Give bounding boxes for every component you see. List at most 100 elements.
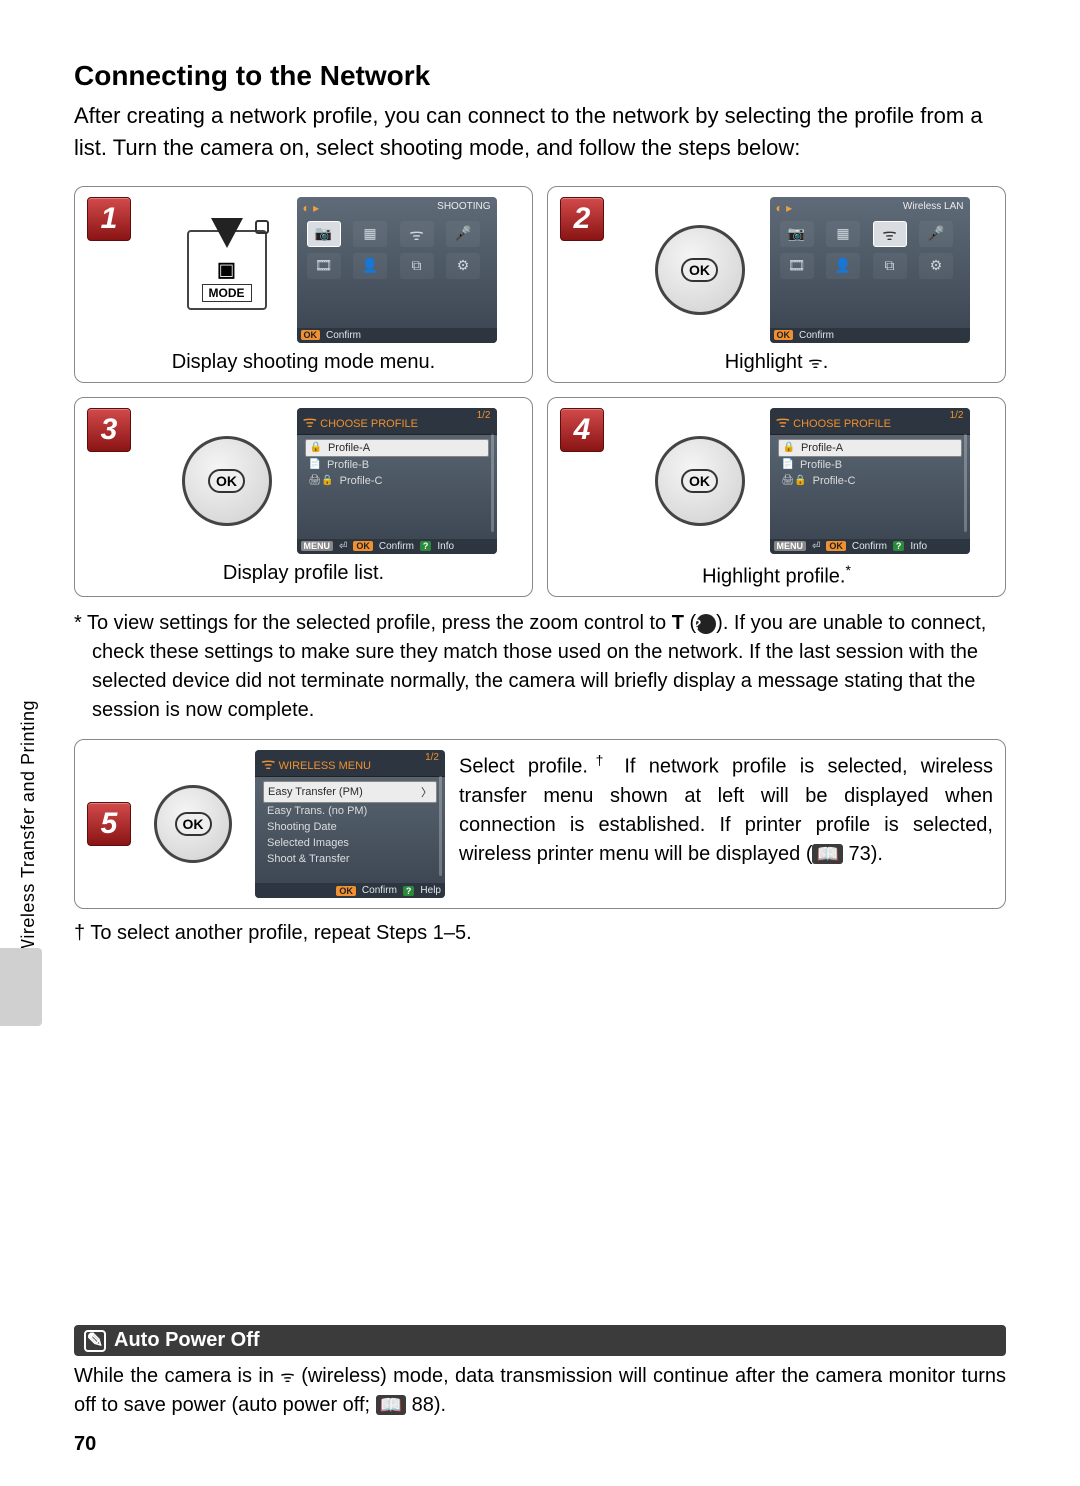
doc-icon: 📄 [309, 459, 321, 470]
mode-dial: ▣ MODE [167, 210, 287, 330]
help-label: Help [420, 885, 441, 896]
doc-icon: 📄 [782, 459, 794, 470]
shooting-icon-portrait: 👤 [353, 253, 387, 279]
back-icon: ⏎ [339, 541, 347, 552]
profile-item: 🔒Profile-A [778, 439, 962, 457]
intro-paragraph: After creating a network profile, you ca… [74, 100, 1006, 164]
tip-header: ✎ Auto Power Off [74, 1325, 1006, 1356]
wireless-menu-item: Easy Trans. (no PM) [263, 803, 437, 819]
page-ref-icon: 📖 [812, 844, 842, 864]
confirm-label: Confirm [852, 541, 887, 552]
question-icon: ? [696, 614, 716, 634]
lcd-screen-title: WIRELESS MENU [279, 760, 371, 772]
footnote-dagger: † To select another profile, repeat Step… [74, 919, 1006, 948]
profile-item: 🖨🔒Profile-C [778, 473, 962, 489]
wifi-icon: ᯤ [303, 414, 318, 431]
page-indicator: 1/2 [425, 752, 439, 774]
wifi-icon: ᯤ [776, 414, 791, 431]
shooting-icon-scene: ▦ [353, 221, 387, 247]
pencil-icon: ✎ [84, 1330, 106, 1352]
scrollbar [964, 434, 967, 532]
ok-badge: OK [353, 541, 373, 551]
ok-dial: OK [640, 210, 760, 330]
printer-lock-icon: 🖨🔒 [309, 475, 334, 486]
back-icon: ⏎ [812, 541, 820, 552]
footnote-star: * To view settings for the selected prof… [74, 609, 1006, 725]
step-5: 5 OK ᯤ WIRELESS MENU1/2 Easy Transfer (P… [74, 739, 1006, 909]
shooting-icon-movie: 🎞 [780, 253, 814, 279]
mode-label: MODE [202, 284, 252, 302]
profile-item: 🖨🔒Profile-C [305, 473, 489, 489]
wireless-menu-item: Shoot & Transfer [263, 851, 437, 867]
shooting-icon-portrait: 👤 [826, 253, 860, 279]
ok-dial: OK [167, 421, 287, 541]
shooting-icon-mic: 🎤 [919, 221, 953, 247]
help-badge: ? [403, 886, 415, 896]
shooting-icon-camera: 📷 [780, 221, 814, 247]
arrow-down-icon [211, 218, 243, 248]
lcd-bottom-bar: OK Confirm ? Help [255, 883, 445, 898]
page-ref-icon: 📖 [376, 1395, 406, 1415]
confirm-label: Confirm [362, 885, 397, 896]
ok-button-icon: OK [208, 469, 245, 493]
profile-item: 📄Profile-B [778, 457, 962, 473]
step-3-caption: Display profile list. [87, 562, 520, 585]
step-2: 2 OK ◐ ▸ Wireless LAN 📷 ▦ ᯤ 🎤 🎞 👤 ⧉ [547, 186, 1006, 383]
step-4-number: 4 [560, 408, 604, 452]
step-5-description: Select profile.† If network profile is s… [459, 750, 993, 869]
shooting-icon-settings: ⚙ [446, 253, 480, 279]
profile-item: 🔒Profile-A [305, 439, 489, 457]
page-title: Connecting to the Network [74, 60, 1006, 92]
wifi-icon: ᯤ [808, 355, 823, 372]
lcd-bottom-bar: OK Confirm [297, 328, 497, 343]
sidebar-label: Wireless Transfer and Printing [18, 700, 39, 956]
ok-badge: OK [774, 330, 794, 340]
confirm-label: Confirm [379, 541, 414, 552]
info-label: Info [910, 541, 927, 552]
lock-icon: 🔒 [783, 442, 795, 453]
lcd-shooting-menu: ◐ ▸ SHOOTING 📷 ▦ ᯤ 🎤 🎞 👤 ⧉ ⚙ OK C [297, 197, 497, 343]
shooting-icon-mic: 🎤 [446, 221, 480, 247]
menu-badge: MENU [301, 541, 334, 551]
ok-dial: OK [143, 774, 243, 874]
ok-button-icon: OK [681, 258, 718, 282]
lcd-bottom-bar: MENU ⏎ OK Confirm ? Info [297, 539, 497, 554]
shooting-icon-wifi: ᯤ [400, 221, 434, 247]
lcd-bottom-bar: MENU ⏎ OK Confirm ? Info [770, 539, 970, 554]
scrollbar [439, 776, 442, 876]
shooting-icon-compare: ⧉ [873, 253, 907, 279]
step-2-number: 2 [560, 197, 604, 241]
tip-section: ✎ Auto Power Off While the camera is in … [74, 1325, 1006, 1426]
wireless-menu-item: Easy Transfer (PM)〉 [263, 781, 437, 803]
lcd-screen-title: SHOOTING [437, 201, 490, 212]
menu-badge: MENU [774, 541, 807, 551]
chapter-tab [0, 948, 42, 1026]
step-1: 1 ▣ MODE ◐ ▸ SHOOTING 📷 ▦ [74, 186, 533, 383]
shooting-icon-movie: 🎞 [307, 253, 341, 279]
confirm-label: Confirm [799, 330, 834, 341]
ok-badge: OK [336, 886, 356, 896]
ok-badge: OK [301, 330, 321, 340]
lcd-wireless-lan: ◐ ▸ Wireless LAN 📷 ▦ ᯤ 🎤 🎞 👤 ⧉ ⚙ OK [770, 197, 970, 343]
scrollbar [491, 434, 494, 532]
lcd-power-icon: ◐ ▸ [303, 201, 320, 215]
page-indicator: 1/2 [950, 410, 964, 432]
wireless-menu-item: Shooting Date [263, 819, 437, 835]
page-number: 70 [74, 1433, 96, 1456]
step-5-number: 5 [87, 802, 131, 846]
help-badge: ? [420, 541, 432, 551]
page-indicator: 1/2 [477, 410, 491, 432]
ok-badge: OK [826, 541, 846, 551]
shooting-icon-camera: 📷 [307, 221, 341, 247]
step-3-number: 3 [87, 408, 131, 452]
profile-item: 📄Profile-B [305, 457, 489, 473]
shooting-icon-settings: ⚙ [919, 253, 953, 279]
lcd-wireless-menu: ᯤ WIRELESS MENU1/2 Easy Transfer (PM)〉 E… [255, 750, 445, 898]
confirm-label: Confirm [326, 330, 361, 341]
mode-dial-icon: ▣ [217, 257, 236, 282]
wireless-menu-item: Selected Images [263, 835, 437, 851]
ok-dial: OK [640, 421, 760, 541]
lcd-screen-title: CHOOSE PROFILE [793, 418, 891, 430]
shooting-icon-compare: ⧉ [400, 253, 434, 279]
wifi-icon: ᯤ [280, 1369, 295, 1386]
